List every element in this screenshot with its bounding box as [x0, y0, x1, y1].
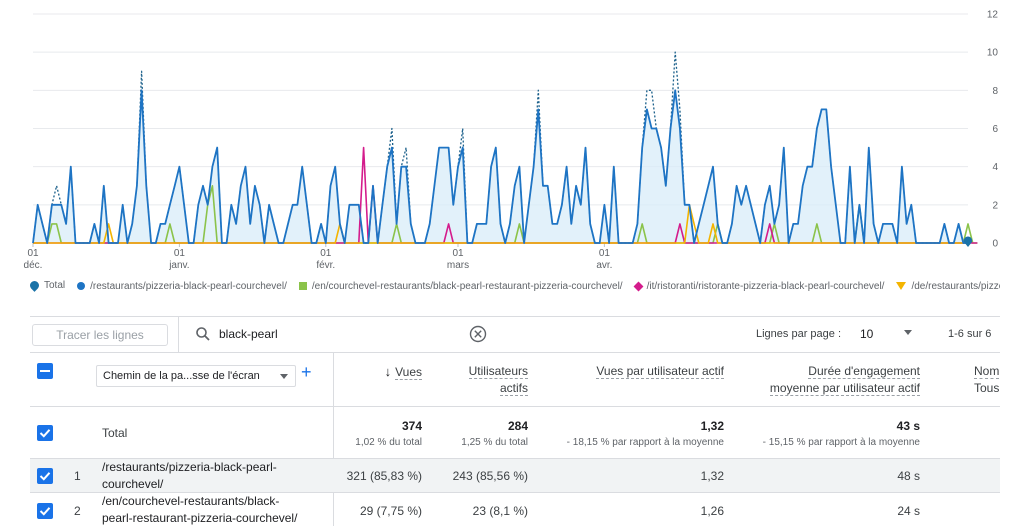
legend-label: /it/ristoranti/ristorante-pizzeria-black… — [646, 281, 885, 292]
row-views: 321 (85,83 %) — [346, 469, 422, 483]
y-tick-label: 6 — [992, 124, 998, 135]
search-bar[interactable]: black-pearl — [178, 317, 500, 353]
add-dimension-icon[interactable]: + — [301, 362, 312, 382]
dimension-selector-label: Chemin de la pa...sse de l'écran — [103, 370, 260, 382]
square-icon — [298, 282, 307, 290]
row-page-path[interactable]: /restaurants/pizzeria-black-pearl-courch… — [102, 460, 277, 491]
total-views: 374 — [401, 419, 422, 433]
total-row-checkbox[interactable] — [37, 425, 53, 441]
row-index: 2 — [74, 504, 81, 518]
dimension-selector[interactable]: Chemin de la pa...sse de l'écran — [96, 365, 296, 387]
row-engagement: 48 s — [897, 469, 920, 483]
legend-label: /en/courchevel-restaurants/black-pearl-r… — [311, 280, 623, 292]
y-tick-label: 4 — [992, 162, 998, 173]
chevron-down-icon — [280, 374, 288, 379]
diamond-icon — [633, 281, 644, 292]
trace-rows-button[interactable]: Tracer les lignes — [32, 324, 168, 346]
row-users: 23 (8,1 %) — [472, 504, 528, 518]
legend-label: Total — [44, 280, 66, 291]
x-tick-day: 01 — [174, 248, 186, 259]
table-row[interactable]: 2 /en/courchevel-restaurants/black-pearl… — [30, 492, 1000, 526]
search-input[interactable]: black-pearl — [219, 327, 278, 341]
column-header-views[interactable]: ↓ Vues — [384, 364, 422, 380]
row-views-per-user: 1,32 — [700, 469, 724, 483]
triangle-icon — [896, 282, 907, 290]
y-tick-label: 0 — [992, 239, 998, 250]
chart-legend: Total/restaurants/pizzeria-black-pearl-c… — [30, 280, 1000, 294]
chevron-down-icon[interactable] — [904, 330, 912, 335]
row-index: 1 — [74, 469, 81, 483]
column-header-partial[interactable]: Nom Tous — [974, 364, 1000, 395]
end-point-marker — [963, 236, 973, 247]
y-tick-label: 10 — [987, 48, 999, 59]
total-users: 284 — [507, 419, 528, 433]
table-toolbar: Tracer les lignes black-pearl Lignes par… — [30, 316, 1000, 353]
rows-per-page-select[interactable]: 10 — [860, 327, 874, 341]
x-tick-month: déc. — [24, 260, 43, 271]
row-users: 243 (85,56 %) — [452, 469, 528, 483]
y-tick-label: 12 — [987, 10, 999, 21]
x-tick-day: 01 — [27, 248, 39, 259]
y-tick-label: 8 — [992, 86, 998, 97]
data-table-section: Tracer les lignes black-pearl Lignes par… — [30, 316, 1000, 526]
y-tick-label: 2 — [992, 200, 998, 211]
legend-label: /de/restaurants/pizzeria-black-pearl-cou… — [911, 280, 1000, 292]
legend-item[interactable]: Total — [30, 280, 66, 292]
x-tick-day: 01 — [452, 248, 464, 259]
legend-item[interactable]: /restaurants/pizzeria-black-pearl-courch… — [77, 281, 287, 292]
sort-down-icon: ↓ — [384, 364, 392, 379]
legend-item[interactable]: /de/restaurants/pizzeria-black-pearl-cou… — [896, 281, 1000, 292]
x-tick-day: 01 — [599, 248, 611, 259]
row-views-per-user: 1,26 — [700, 504, 724, 518]
series-line-restaurants — [32, 89, 968, 244]
total-engagement-delta: - 15,15 % par rapport à la moyenne — [762, 437, 920, 448]
legend-label: /restaurants/pizzeria-black-pearl-courch… — [90, 280, 287, 292]
total-users-share: 1,25 % du total — [461, 437, 528, 448]
total-views-share: 1,02 % du total — [355, 437, 422, 448]
column-header-views-per-user[interactable]: Vues par utilisateur actif — [596, 364, 724, 379]
x-tick-month: févr. — [316, 260, 335, 271]
row-engagement: 24 s — [897, 504, 920, 518]
x-tick-day: 01 — [320, 248, 332, 259]
column-header-active-users[interactable]: Utilisateurs actifs — [468, 364, 528, 396]
column-header-engagement[interactable]: Durée d'engagement moyenne par utilisateu… — [769, 364, 920, 396]
total-label: Total — [102, 426, 128, 440]
drop-icon — [30, 280, 41, 292]
total-engagement: 43 s — [896, 419, 920, 433]
total-views-per-user-delta: - 18,15 % par rapport à la moyenne — [566, 437, 724, 448]
row-checkbox[interactable] — [37, 468, 53, 484]
column-divider — [333, 352, 334, 526]
search-icon — [196, 327, 210, 341]
table-row[interactable]: 1 /restaurants/pizzeria-black-pearl-cour… — [30, 458, 1000, 492]
x-tick-month: mars — [447, 260, 469, 271]
total-views-per-user: 1,32 — [700, 419, 724, 433]
x-tick-month: janv. — [168, 260, 189, 271]
x-tick-month: avr. — [596, 260, 612, 271]
legend-item[interactable]: /it/ristoranti/ristorante-pizzeria-black… — [633, 281, 885, 292]
line-chart: 12108642001déc.01janv.01févr.01mars01avr… — [24, 10, 999, 272]
legend-item[interactable]: /en/courchevel-restaurants/black-pearl-r… — [298, 280, 623, 292]
row-page-path[interactable]: /en/courchevel-restaurants/black-pearl-r… — [102, 494, 298, 525]
dot-icon — [77, 282, 86, 290]
table-header: Chemin de la pa...sse de l'écran + ↓ Vues… — [30, 352, 1000, 406]
row-views: 29 (7,75 %) — [359, 504, 422, 518]
select-all-checkbox[interactable] — [37, 363, 53, 379]
row-checkbox[interactable] — [37, 503, 53, 519]
clear-search-icon[interactable] — [469, 325, 487, 343]
pagination-label: 1-6 sur 6 — [948, 328, 992, 340]
rows-per-page-label: Lignes par page : — [756, 328, 842, 340]
table-total-row: Total 374 1,02 % du total 284 1,25 % du … — [30, 406, 1000, 458]
